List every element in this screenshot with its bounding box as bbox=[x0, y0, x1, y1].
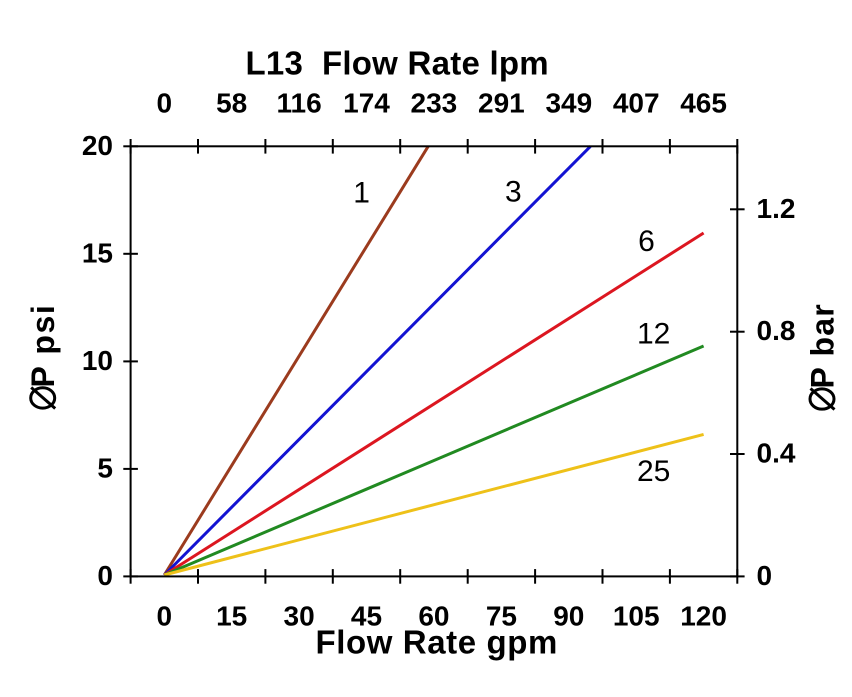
svg-text:120: 120 bbox=[680, 600, 727, 631]
svg-text:10: 10 bbox=[82, 345, 113, 376]
svg-text:465: 465 bbox=[680, 88, 727, 119]
svg-text:15: 15 bbox=[82, 237, 113, 268]
svg-text:75: 75 bbox=[486, 600, 517, 631]
svg-text:0.8: 0.8 bbox=[757, 315, 796, 346]
svg-text:0.4: 0.4 bbox=[757, 438, 796, 469]
svg-text:Flow Rate gpm: Flow Rate gpm bbox=[315, 624, 557, 661]
svg-text:0: 0 bbox=[157, 600, 173, 631]
svg-text:60: 60 bbox=[418, 600, 449, 631]
svg-text:L13 Flow Rate lpm: L13 Flow Rate lpm bbox=[246, 44, 549, 81]
svg-text:116: 116 bbox=[277, 88, 322, 119]
svg-text:15: 15 bbox=[216, 600, 247, 631]
svg-text:0: 0 bbox=[97, 560, 113, 591]
svg-text:5: 5 bbox=[97, 452, 113, 483]
svg-text:58: 58 bbox=[216, 88, 247, 119]
svg-text:1.2: 1.2 bbox=[757, 193, 796, 224]
svg-text:233: 233 bbox=[411, 88, 458, 119]
svg-text:90: 90 bbox=[553, 600, 584, 631]
svg-text:407: 407 bbox=[613, 88, 660, 119]
svg-text:20: 20 bbox=[82, 130, 113, 161]
svg-text:25: 25 bbox=[637, 455, 670, 488]
svg-text:P psi: P psi bbox=[25, 304, 61, 388]
svg-text:0: 0 bbox=[157, 88, 173, 119]
svg-text:3: 3 bbox=[505, 176, 522, 209]
svg-text:174: 174 bbox=[343, 88, 390, 119]
svg-text:1: 1 bbox=[353, 177, 370, 210]
svg-text:0: 0 bbox=[757, 560, 773, 591]
svg-text:105: 105 bbox=[613, 600, 660, 631]
svg-text:291: 291 bbox=[478, 88, 525, 119]
svg-text:P bar: P bar bbox=[805, 303, 841, 388]
svg-text:349: 349 bbox=[545, 88, 592, 119]
svg-text:30: 30 bbox=[284, 600, 315, 631]
svg-text:6: 6 bbox=[638, 225, 655, 258]
svg-text:12: 12 bbox=[637, 318, 670, 351]
svg-text:45: 45 bbox=[351, 600, 382, 631]
